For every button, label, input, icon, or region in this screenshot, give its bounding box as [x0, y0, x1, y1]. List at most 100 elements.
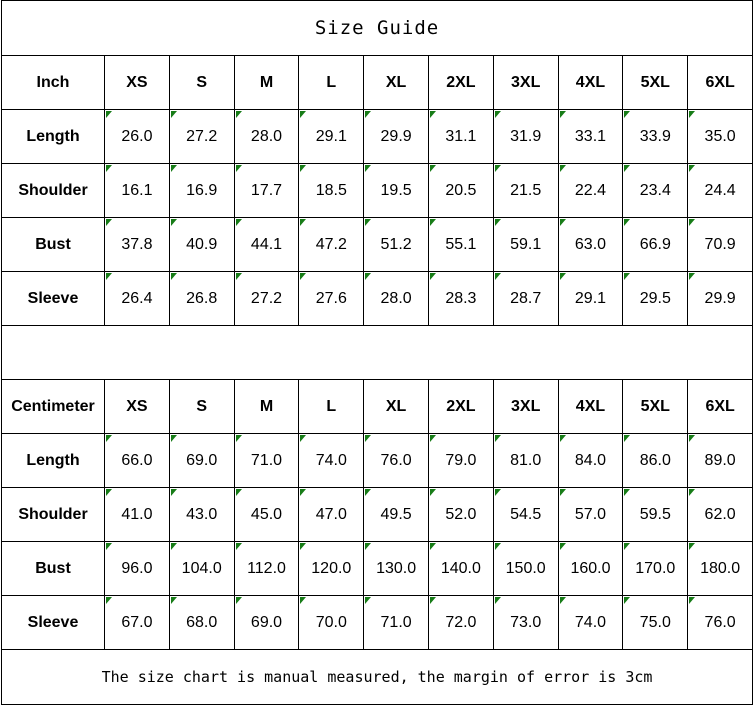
- value-cm-sleeve-m: 69.0: [233, 595, 300, 650]
- value-cm-shoulder-2xl: 52.0: [427, 487, 494, 542]
- value-inch-shoulder-s: 16.9: [168, 163, 235, 218]
- value-cm-sleeve-l: 70.0: [298, 595, 365, 650]
- size-header-cm-5xl: 5XL: [622, 379, 689, 434]
- measure-label-length: Length: [1, 109, 105, 164]
- value-cm-bust-3xl: 150.0: [492, 541, 559, 596]
- table-spacer-row: [0, 325, 753, 380]
- value-inch-length-5xl: 33.9: [622, 109, 689, 164]
- value-inch-sleeve-s: 26.8: [168, 271, 235, 326]
- value-cm-shoulder-5xl: 59.5: [622, 487, 689, 542]
- value-inch-sleeve-4xl: 29.1: [557, 271, 624, 326]
- value-cm-length-4xl: 84.0: [557, 433, 624, 488]
- value-inch-length-3xl: 31.9: [492, 109, 559, 164]
- value-cm-bust-xl: 130.0: [363, 541, 429, 596]
- size-header-cm-xl: XL: [363, 379, 429, 434]
- spacer-cell: [0, 325, 753, 380]
- footer-note-row: The size chart is manual measured, the m…: [0, 649, 753, 705]
- table-row: Shoulder 16.1 16.9 17.7 18.5 19.5 20.5 2…: [1, 163, 753, 218]
- size-header-cm-4xl: 4XL: [557, 379, 624, 434]
- value-inch-sleeve-l: 27.6: [298, 271, 365, 326]
- table-row: Bust 96.0 104.0 112.0 120.0 130.0 140.0 …: [1, 541, 753, 596]
- size-header-cm-3xl: 3XL: [492, 379, 559, 434]
- measure-label-shoulder: Shoulder: [1, 163, 105, 218]
- size-header-xs: XS: [104, 55, 170, 110]
- value-inch-length-6xl: 35.0: [687, 109, 753, 164]
- value-inch-sleeve-6xl: 29.9: [687, 271, 753, 326]
- value-inch-length-s: 27.2: [168, 109, 235, 164]
- value-cm-bust-2xl: 140.0: [427, 541, 494, 596]
- measure-label-sleeve: Sleeve: [1, 271, 105, 326]
- unit-label-inch: Inch: [1, 55, 105, 110]
- table-row: Bust 37.8 40.9 44.1 47.2 51.2 55.1 59.1 …: [1, 217, 753, 272]
- size-header-cm-xs: XS: [104, 379, 170, 434]
- value-inch-sleeve-3xl: 28.7: [492, 271, 559, 326]
- value-inch-sleeve-m: 27.2: [233, 271, 300, 326]
- value-cm-shoulder-xl: 49.5: [363, 487, 429, 542]
- table-row: Sleeve 67.0 68.0 69.0 70.0 71.0 72.0 73.…: [1, 595, 753, 650]
- value-cm-sleeve-4xl: 74.0: [557, 595, 624, 650]
- value-cm-shoulder-l: 47.0: [298, 487, 365, 542]
- value-cm-length-3xl: 81.0: [492, 433, 559, 488]
- size-header-l: L: [298, 55, 365, 110]
- value-cm-length-l: 74.0: [298, 433, 365, 488]
- measure-label-cm-sleeve: Sleeve: [1, 595, 105, 650]
- value-cm-bust-s: 104.0: [168, 541, 235, 596]
- value-cm-bust-m: 112.0: [233, 541, 300, 596]
- value-inch-shoulder-3xl: 21.5: [492, 163, 559, 218]
- size-header-cm-6xl: 6XL: [687, 379, 753, 434]
- size-header-cm-l: L: [298, 379, 365, 434]
- value-inch-length-l: 29.1: [298, 109, 365, 164]
- value-inch-bust-5xl: 66.9: [622, 217, 689, 272]
- size-header-6xl: 6XL: [687, 55, 753, 110]
- value-inch-sleeve-xl: 28.0: [363, 271, 429, 326]
- value-inch-sleeve-2xl: 28.3: [427, 271, 494, 326]
- value-cm-shoulder-3xl: 54.5: [492, 487, 559, 542]
- size-header-2xl: 2XL: [427, 55, 494, 110]
- value-cm-shoulder-xs: 41.0: [104, 487, 170, 542]
- value-inch-sleeve-5xl: 29.5: [622, 271, 689, 326]
- measure-label-cm-length: Length: [1, 433, 105, 488]
- size-header-5xl: 5XL: [622, 55, 689, 110]
- value-inch-bust-4xl: 63.0: [557, 217, 624, 272]
- unit-label-centimeter: Centimeter: [1, 379, 105, 434]
- value-inch-shoulder-l: 18.5: [298, 163, 365, 218]
- measurement-disclaimer: The size chart is manual measured, the m…: [0, 649, 753, 705]
- value-cm-shoulder-6xl: 62.0: [687, 487, 753, 542]
- table-row: Length 66.0 69.0 71.0 74.0 76.0 79.0 81.…: [1, 433, 753, 488]
- value-inch-length-xl: 29.9: [363, 109, 429, 164]
- size-header-cm-m: M: [233, 379, 300, 434]
- value-inch-bust-6xl: 70.9: [687, 217, 753, 272]
- value-inch-shoulder-xs: 16.1: [104, 163, 170, 218]
- measure-label-cm-bust: Bust: [1, 541, 105, 596]
- value-cm-bust-xs: 96.0: [104, 541, 170, 596]
- title-row: Size Guide: [0, 0, 753, 56]
- value-inch-bust-m: 44.1: [233, 217, 300, 272]
- value-inch-sleeve-xs: 26.4: [104, 271, 170, 326]
- value-cm-shoulder-m: 45.0: [233, 487, 300, 542]
- size-header-4xl: 4XL: [557, 55, 624, 110]
- value-inch-shoulder-xl: 19.5: [363, 163, 429, 218]
- value-cm-sleeve-6xl: 76.0: [687, 595, 753, 650]
- value-inch-length-m: 28.0: [233, 109, 300, 164]
- value-cm-length-2xl: 79.0: [427, 433, 494, 488]
- value-inch-bust-l: 47.2: [298, 217, 365, 272]
- value-cm-shoulder-4xl: 57.0: [557, 487, 624, 542]
- value-inch-bust-2xl: 55.1: [427, 217, 494, 272]
- centimeter-header-row: Centimeter XS S M L XL 2XL 3XL 4XL 5XL 6…: [1, 379, 753, 434]
- value-inch-bust-xs: 37.8: [104, 217, 170, 272]
- value-cm-sleeve-3xl: 73.0: [492, 595, 559, 650]
- value-inch-length-4xl: 33.1: [557, 109, 624, 164]
- measure-label-bust: Bust: [1, 217, 105, 272]
- size-header-xl: XL: [363, 55, 429, 110]
- measure-label-cm-shoulder: Shoulder: [1, 487, 105, 542]
- value-cm-bust-5xl: 170.0: [622, 541, 689, 596]
- value-cm-bust-6xl: 180.0: [687, 541, 753, 596]
- value-cm-length-xs: 66.0: [104, 433, 170, 488]
- value-cm-bust-l: 120.0: [298, 541, 365, 596]
- size-header-s: S: [168, 55, 235, 110]
- page-title: Size Guide: [0, 0, 753, 56]
- value-cm-shoulder-s: 43.0: [168, 487, 235, 542]
- value-inch-shoulder-5xl: 23.4: [622, 163, 689, 218]
